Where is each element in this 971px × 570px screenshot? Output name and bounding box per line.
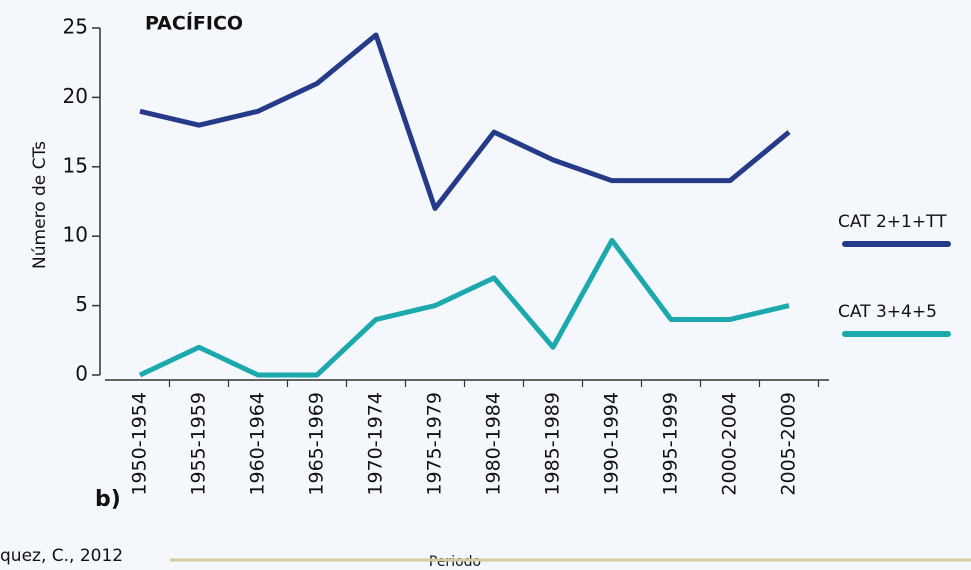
y-tick-label: 0: [75, 362, 88, 386]
x-tick-label: 1990-1994: [601, 392, 623, 496]
x-tick-label: 1980-1984: [483, 392, 505, 496]
legend-label: CAT 3+4+5: [838, 302, 937, 322]
series-line: [138, 237, 790, 378]
chart-title: PACÍFICO: [145, 12, 243, 35]
y-tick-label: 20: [63, 84, 88, 108]
y-tick-label: 5: [75, 292, 88, 316]
x-tick-label: 2000-2004: [719, 392, 741, 496]
x-tick-label: 1995-1999: [660, 392, 682, 496]
legend-label: CAT 2+1+TT: [838, 212, 947, 232]
series-line: [139, 32, 791, 211]
x-tick-label: 2005-2009: [778, 392, 800, 496]
x-tick-label: 1965-1969: [306, 392, 328, 496]
x-tick-label: 1975-1979: [424, 392, 446, 496]
y-axis-label: Número de CTs: [30, 141, 50, 269]
y-tick-label: 10: [63, 223, 88, 247]
y-tick-label: 25: [63, 15, 88, 39]
x-tick-label: 1985-1989: [542, 392, 564, 496]
source: quez, C., 2012: [0, 546, 123, 566]
x-tick-label: 1950-1954: [129, 392, 151, 496]
x-tick-label: 1960-1964: [247, 392, 269, 496]
panel-label: b): [95, 487, 121, 512]
x-tick-label: 1970-1974: [365, 392, 387, 496]
x-tick-label: 1955-1959: [188, 392, 210, 496]
y-tick-label: 15: [63, 153, 88, 177]
